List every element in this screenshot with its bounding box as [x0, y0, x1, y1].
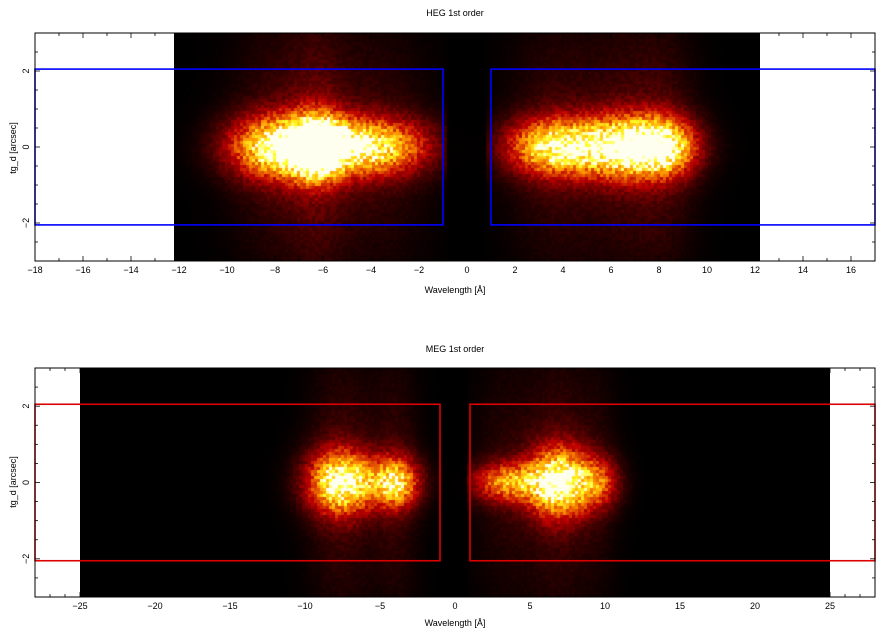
y-tick-label: −2 — [21, 554, 31, 564]
y-axis-label: tg_d [arcsec] — [8, 122, 18, 174]
x-tick-label: −5 — [375, 601, 385, 611]
heg-panel: HEG 1st order Wavelength [Å] tg_d [arcse… — [8, 8, 876, 295]
y-tick-label: 2 — [21, 404, 31, 409]
x-tick-label: 15 — [675, 601, 685, 611]
x-tick-label: 16 — [846, 265, 856, 275]
x-axis-label: Wavelength [Å] — [425, 618, 486, 628]
x-tick-label: 12 — [750, 265, 760, 275]
x-tick-label: −10 — [297, 601, 312, 611]
x-tick-label: −14 — [123, 265, 138, 275]
x-tick-label: 6 — [608, 265, 613, 275]
meg-panel: MEG 1st order Wavelength [Å] tg_d [arcse… — [8, 344, 876, 628]
heatmap-image — [174, 33, 760, 261]
x-tick-label: 10 — [600, 601, 610, 611]
x-tick-label: 8 — [656, 265, 661, 275]
x-tick-label: −4 — [366, 265, 376, 275]
x-tick-label: −20 — [147, 601, 162, 611]
x-tick-label: −25 — [72, 601, 87, 611]
x-tick-label: −2 — [414, 265, 424, 275]
heatmap-image — [80, 368, 830, 597]
x-tick-label: 14 — [798, 265, 808, 275]
x-tick-label: −10 — [219, 265, 234, 275]
y-tick-label: −2 — [21, 218, 31, 228]
x-tick-label: 4 — [560, 265, 565, 275]
y-tick-label: 0 — [21, 144, 31, 149]
x-tick-label: −12 — [171, 265, 186, 275]
x-tick-label: −16 — [75, 265, 90, 275]
x-tick-label: 10 — [702, 265, 712, 275]
x-axis-label: Wavelength [Å] — [425, 285, 486, 295]
y-axis-label: tg_d [arcsec] — [8, 456, 18, 508]
chart-title: MEG 1st order — [426, 344, 485, 354]
x-tick-label: 5 — [527, 601, 532, 611]
x-tick-label: −18 — [27, 265, 42, 275]
x-tick-label: 0 — [452, 601, 457, 611]
x-tick-label: −15 — [222, 601, 237, 611]
x-tick-label: 2 — [512, 265, 517, 275]
x-tick-label: −6 — [318, 265, 328, 275]
x-tick-label: −8 — [270, 265, 280, 275]
y-tick-label: 0 — [21, 480, 31, 485]
x-tick-label: 25 — [825, 601, 835, 611]
x-tick-label: 20 — [750, 601, 760, 611]
chart-title: HEG 1st order — [426, 8, 484, 18]
y-tick-label: 2 — [21, 68, 31, 73]
x-tick-label: 0 — [464, 265, 469, 275]
